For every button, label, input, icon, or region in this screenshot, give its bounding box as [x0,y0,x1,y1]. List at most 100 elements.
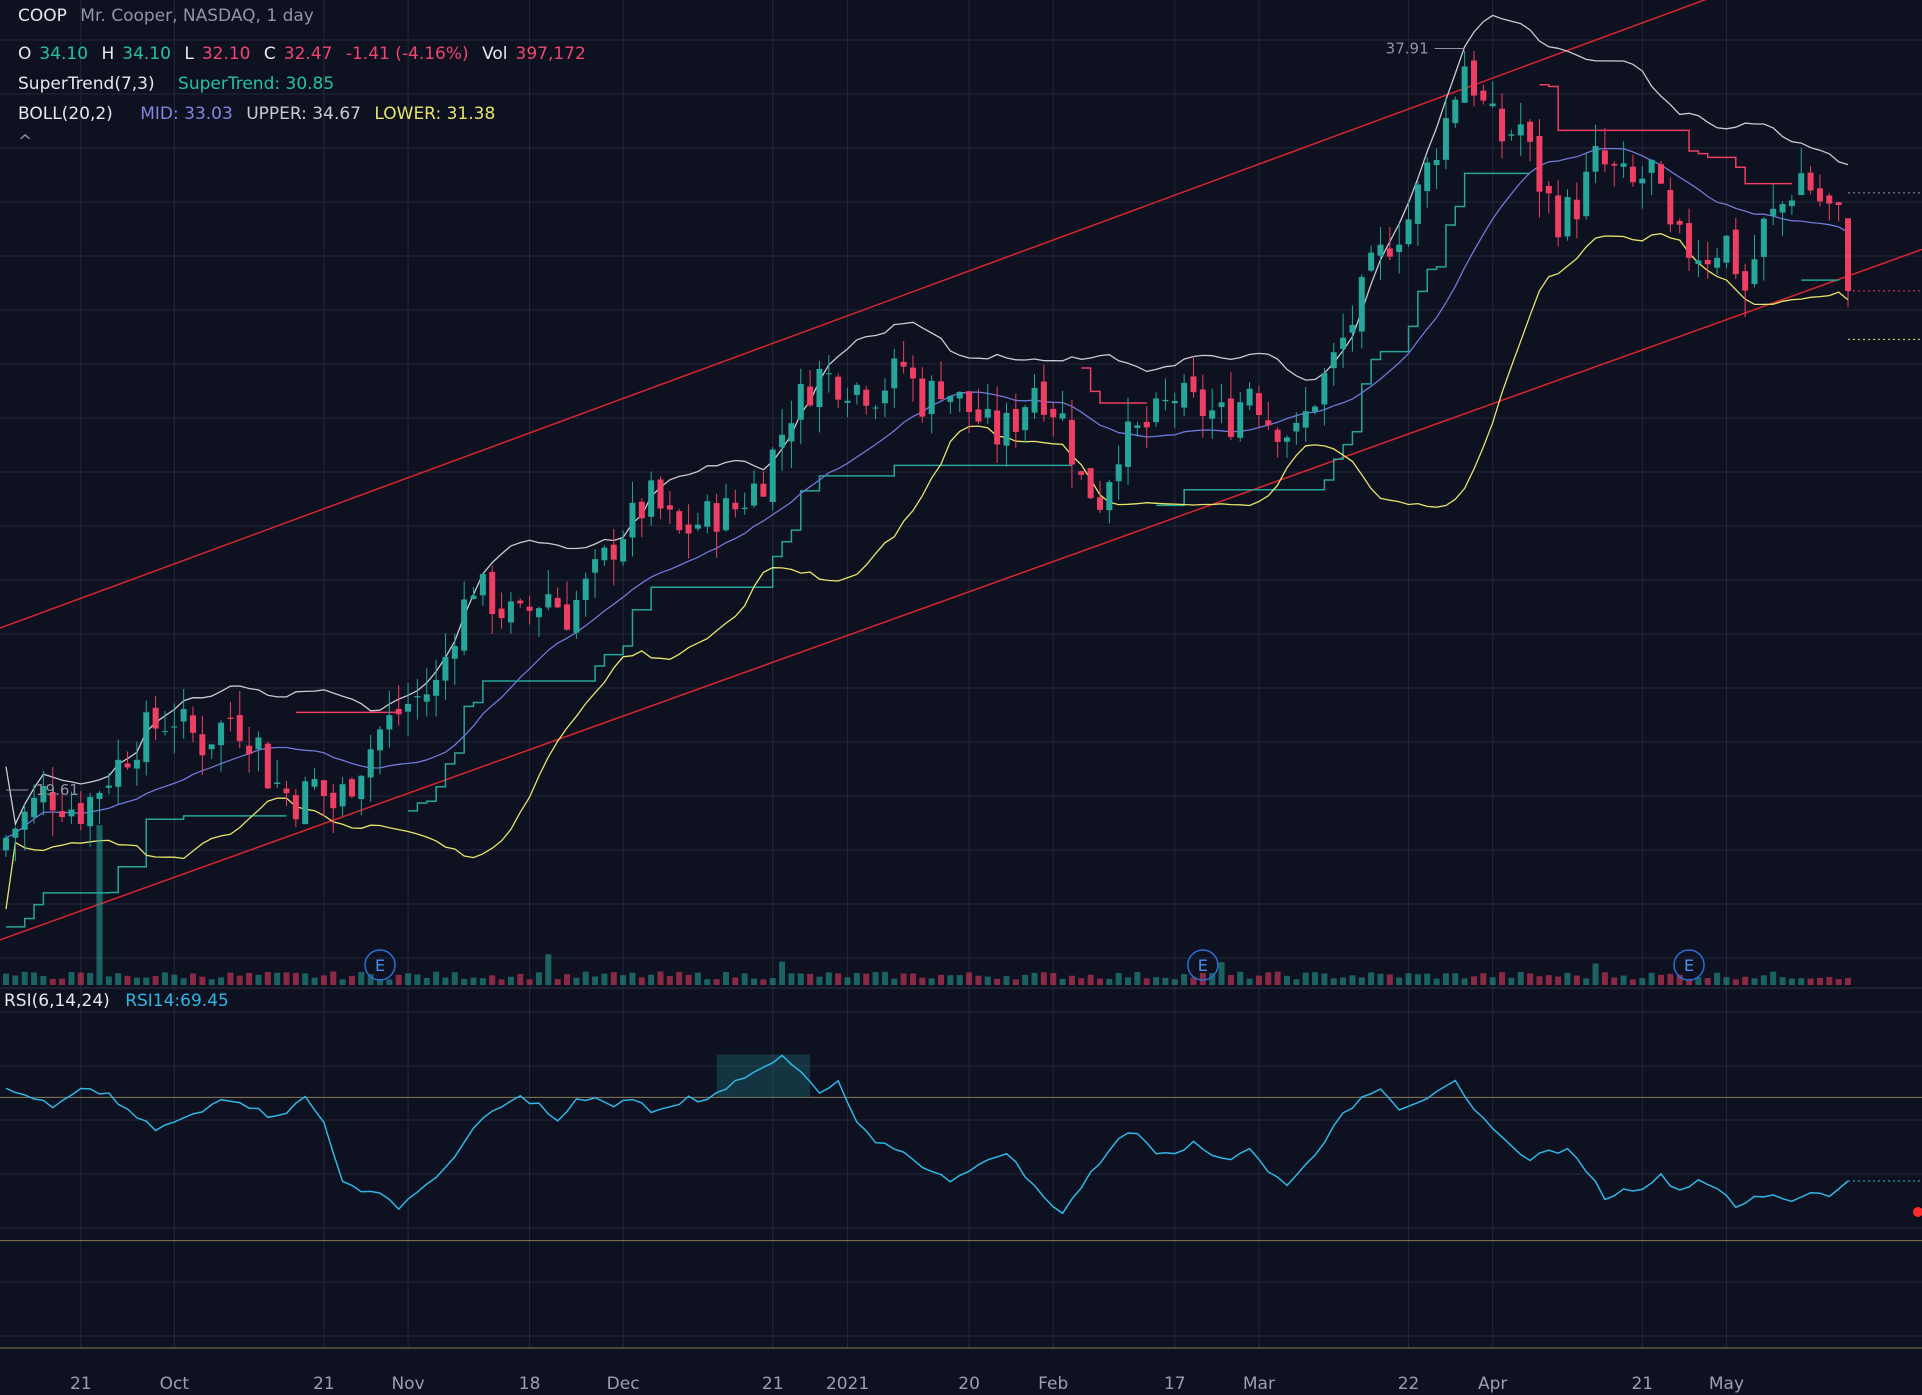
volume-bar [592,976,599,985]
volume-bar [1293,979,1300,985]
candle-body [1125,421,1132,467]
candle-body [517,600,524,604]
x-tick-label: Mar [1243,1374,1275,1394]
candle-body [292,795,299,820]
volume-bar [1611,977,1618,985]
candle-body [694,524,701,529]
volume-bar [1770,971,1777,985]
volume-bar [704,979,711,985]
candle-body [975,409,982,422]
candle-body [1583,171,1590,217]
rsi-alert-dot [1913,1206,1922,1217]
high-value: 34.10 [122,44,171,64]
volume-bar [1022,974,1029,985]
symbol-name: COOP [18,6,67,26]
volume-bar [1583,978,1590,985]
boll-mid-value: MID: 33.03 [140,104,233,124]
candle-body [367,749,374,778]
supertrend-legend[interactable]: SuperTrend(7,3) SuperTrend: 30.85 [18,74,342,94]
volume-bar [1536,976,1543,985]
candle-body [1040,381,1047,415]
volume-bar [1302,972,1309,985]
volume-bar [1087,974,1094,985]
earnings-marker: E [1187,949,1219,981]
boll-legend[interactable]: BOLL(20,2) MID: 33.03 UPPER: 34.67 LOWER… [18,104,503,124]
candle-body [311,779,318,787]
volume-bar [1779,977,1786,985]
volume-bar [1760,975,1767,985]
volume-bar [227,972,234,985]
volume-bar [1629,979,1636,985]
candle-body [1760,218,1767,257]
volume-bar [1012,979,1019,985]
volume-bar [1835,978,1842,985]
x-axis: 21 Oct 21 Nov 18 Dec 21 2021 20 Feb 17 Mar 22 Apr 21 Ma… [70,1374,1744,1394]
candle-body [1686,223,1693,258]
volume-bar [1405,973,1412,985]
candle-body [1433,160,1440,166]
volume-bar [1648,972,1655,985]
collapse-legend-button[interactable]: ^ [18,132,33,152]
candle-body [732,502,739,510]
volume-bar [1573,975,1580,985]
volume-bar [311,977,318,985]
supertrend-up-line [408,464,1072,812]
candle-body [666,505,673,510]
candle-body [722,498,729,531]
volume-bar [152,976,159,985]
candle-body [881,390,888,404]
volume-bar [124,975,131,985]
volume-bar [666,976,673,985]
candle-body [713,503,720,532]
volume-bar [21,971,28,985]
max-price-marker: 37.91 [1386,40,1465,58]
earnings-circle [1673,949,1705,981]
candle-body [526,606,533,611]
candle-body [1377,244,1384,256]
candle-body [835,376,842,400]
candle-body [779,434,786,448]
rsi-legend[interactable]: RSI(6,14,24) RSI14:69.45 [4,991,237,1011]
volume-bar [601,973,608,985]
candle-body [161,731,168,733]
volume-bar [881,971,888,985]
candle-body [1695,260,1702,264]
volume-bar [1115,972,1122,985]
open-label: O [18,44,32,64]
volume-bar [330,971,337,985]
volume-bar [264,971,271,985]
candle-body [807,386,814,406]
candle-body [1218,402,1225,408]
candle-body [479,574,486,596]
volume-bar [966,972,973,985]
candle-body [1751,259,1758,285]
volume-bar [115,973,122,985]
candle-body [1470,60,1477,96]
volume-bar [1358,977,1365,985]
candle-body [1274,429,1281,442]
candle-body [461,599,468,651]
candle-body [751,483,758,506]
candle-body [1199,389,1206,417]
volume-bar [3,973,9,985]
candle-body [1227,398,1234,438]
candle-body [947,396,954,402]
candle-body [1676,220,1683,225]
volume-bar [1255,975,1262,985]
candle-body [208,744,215,750]
candle-body [545,594,552,608]
x-tick-label: 21 [313,1374,335,1394]
volume-bar [1218,962,1225,985]
candle-body [489,571,496,615]
candle-body [741,507,748,510]
x-tick-label: 22 [1398,1374,1420,1394]
earnings-label: E [1684,956,1694,975]
volume-bar [1667,973,1674,985]
volume-bar [274,972,281,985]
candles-group [3,50,1851,862]
volume-bar [517,973,524,985]
candle-body [1321,373,1328,405]
candle-body [1302,411,1309,428]
candle-body [825,373,832,375]
